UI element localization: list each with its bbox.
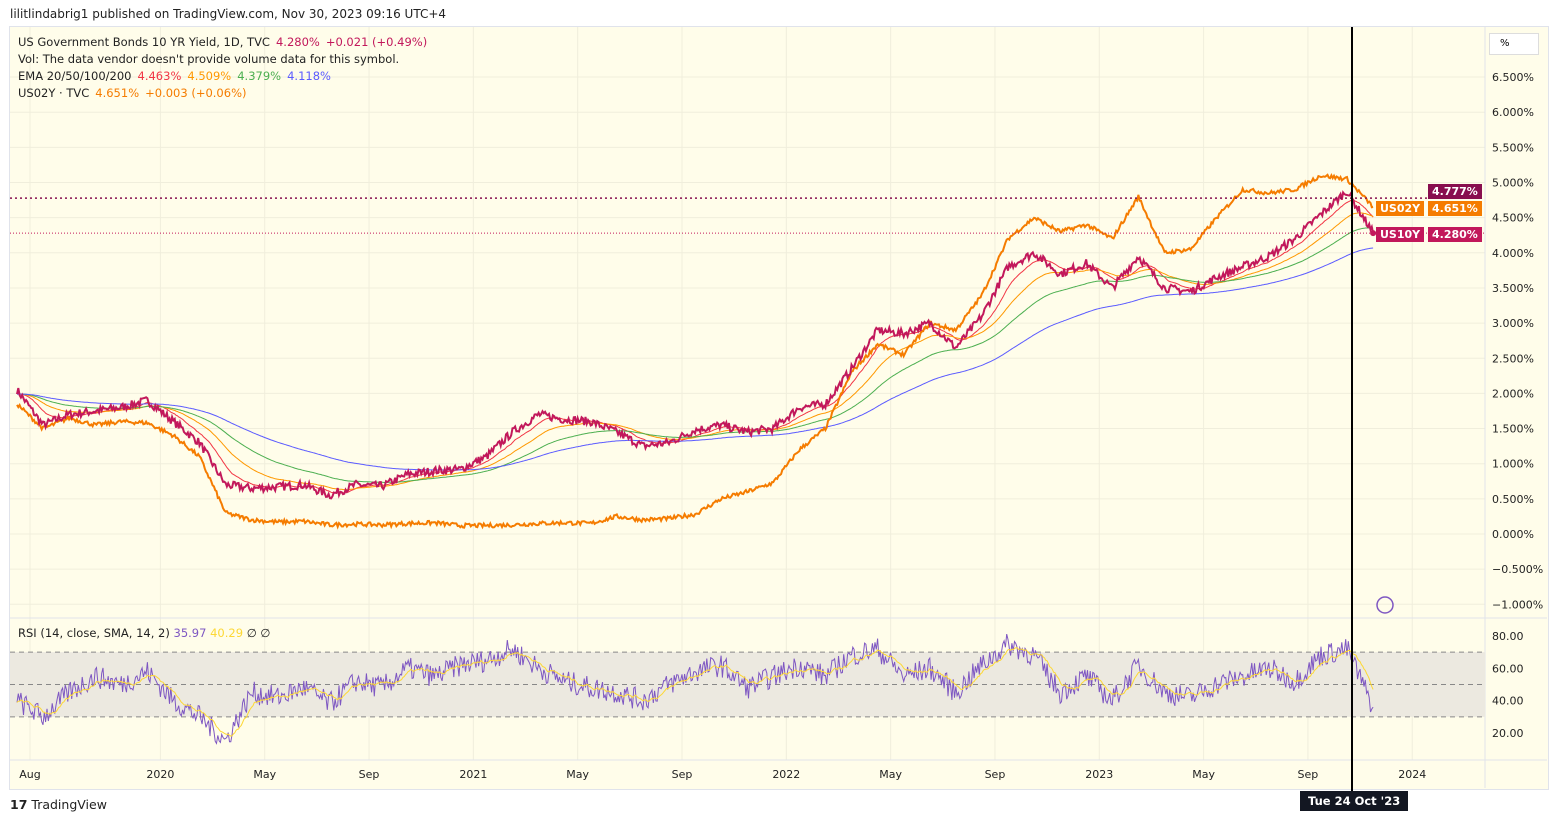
us02y-name-badge: US02Y	[1376, 201, 1425, 216]
y-tick-label: 1.500%	[1492, 423, 1534, 436]
y-tick-label: 6.000%	[1492, 106, 1534, 119]
rsi-tick-label: 60.00	[1492, 662, 1524, 675]
compare-price: 4.651%	[95, 86, 140, 100]
symbol-title[interactable]: US Government Bonds 10 YR Yield, 1D, TVC	[18, 35, 270, 49]
x-tick-label: Sep	[672, 768, 693, 781]
rsi-sma-line	[16, 647, 1374, 737]
symbol-change: +0.021 (+0.49%)	[325, 35, 428, 49]
ema50-value: 4.509%	[187, 69, 232, 83]
rsi-line	[16, 633, 1374, 745]
x-tick-label: May	[879, 768, 902, 781]
rsi-value: 35.97	[173, 626, 207, 640]
x-tick-label: Sep	[1298, 768, 1319, 781]
x-tick-label: 2024	[1398, 768, 1426, 781]
crosshair-date-label: Tue 24 Oct '23	[1300, 791, 1409, 811]
x-tick-label: Sep	[359, 768, 380, 781]
publish-info: lilitlindabrig1 published on TradingView…	[10, 7, 447, 21]
rsi-extra1: ∅	[246, 626, 257, 640]
symbol-price: 4.280%	[275, 35, 320, 49]
y-tick-label: 1.000%	[1492, 458, 1534, 471]
y-tick-label: 0.500%	[1492, 493, 1534, 506]
y-tick-label: 5.500%	[1492, 141, 1534, 154]
rsi-tick-label: 80.00	[1492, 630, 1524, 643]
ema100-line	[16, 227, 1374, 483]
x-tick-label: Aug	[19, 768, 40, 781]
y-tick-label: 4.500%	[1492, 212, 1534, 225]
y-tick-label: 3.000%	[1492, 317, 1534, 330]
us02y-value-badge: 4.651%	[1428, 201, 1482, 216]
y-tick-label: 4.000%	[1492, 247, 1534, 260]
x-tick-label: 2021	[459, 768, 487, 781]
rsi-tick-label: 20.00	[1492, 727, 1524, 740]
y-tick-label: 2.500%	[1492, 352, 1534, 365]
rsi-label[interactable]: RSI (14, close, SMA, 14, 2)	[18, 626, 170, 640]
y-tick-label: 5.000%	[1492, 177, 1534, 190]
rsi-tick-label: 40.00	[1492, 695, 1524, 708]
us10y-name-badge: US10Y	[1376, 227, 1425, 242]
us02y-line	[16, 173, 1374, 530]
x-tick-label: May	[253, 768, 276, 781]
x-tick-label: May	[1192, 768, 1215, 781]
us10y-value-badge: 4.280%	[1428, 227, 1482, 242]
rsi-extra2: ∅	[260, 626, 271, 640]
ema200-value: 4.118%	[287, 69, 331, 83]
tv-logo-icon: 17	[10, 797, 28, 812]
compare-change: +0.003 (+0.06%)	[145, 86, 247, 100]
ema-last-badge: 4.777%	[1428, 184, 1482, 199]
x-tick-label: 2023	[1085, 768, 1113, 781]
rsi-legend: RSI (14, close, SMA, 14, 2) 35.97 40.29 …	[18, 626, 270, 640]
y-tick-label: −0.500%	[1492, 563, 1543, 576]
scale-mode-button[interactable]: %	[1489, 33, 1539, 55]
tradingview-logo[interactable]: 17 TradingView	[10, 797, 107, 812]
ema20-line	[16, 199, 1374, 494]
x-tick-label: Sep	[985, 768, 1006, 781]
x-tick-label: 2022	[772, 768, 800, 781]
y-tick-label: −1.000%	[1492, 598, 1543, 611]
y-tick-label: 2.000%	[1492, 387, 1534, 400]
y-tick-label: 0.000%	[1492, 528, 1534, 541]
volume-note: Vol: The data vendor doesn't provide vol…	[18, 52, 400, 66]
main-legend: US Government Bonds 10 YR Yield, 1D, TVC…	[18, 34, 433, 102]
x-tick-label: 2020	[146, 768, 174, 781]
ema-label[interactable]: EMA 20/50/100/200	[18, 69, 132, 83]
ema20-value: 4.463%	[137, 69, 182, 83]
lightning-icon	[1376, 596, 1394, 614]
y-tick-label: 3.500%	[1492, 282, 1534, 295]
x-tick-label: May	[566, 768, 589, 781]
ema200-line	[16, 247, 1374, 471]
y-tick-label: 6.500%	[1492, 71, 1534, 84]
ema50-line	[16, 212, 1374, 491]
ema100-value: 4.379%	[237, 69, 282, 83]
brand-name: TradingView	[31, 797, 107, 812]
us10y-line	[16, 190, 1375, 500]
rsi-sma-value: 40.29	[210, 626, 244, 640]
us10y-last-point	[1370, 230, 1377, 237]
compare-symbol[interactable]: US02Y · TVC	[18, 86, 90, 100]
